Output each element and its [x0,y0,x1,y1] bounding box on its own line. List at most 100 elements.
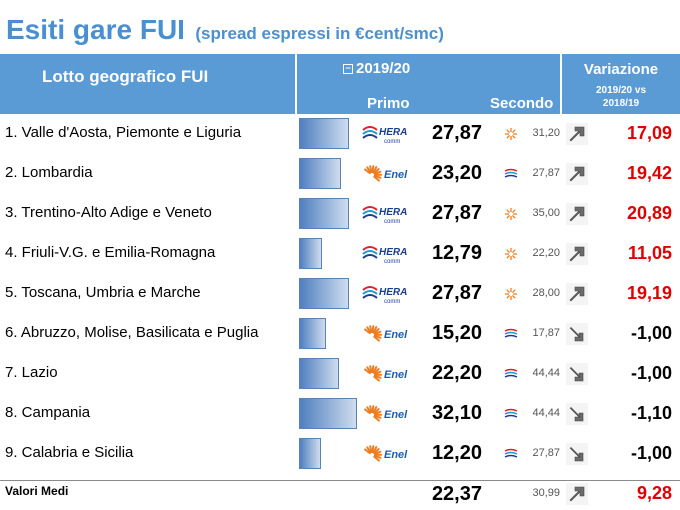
row-data-bar [299,358,339,389]
enel-sun-icon [505,288,517,300]
row-secondo-value: 27,87 [532,447,560,459]
header-year-group: −2019/20 Primo Secondo [297,54,560,114]
footer-secondo: 30,99 [532,487,560,499]
row-data-bar [299,158,341,189]
row-lotto-name: 6. Abruzzo, Molise, Basilicata e Puglia [5,324,259,341]
svg-text:HERA: HERA [379,127,407,138]
footer-variazione: 9,28 [636,483,672,503]
hera-wave-icon [504,408,518,418]
header-variazione-sub2: 2018/19 [602,98,640,109]
row-data-bar [299,198,349,229]
up-arrow-icon [566,163,588,185]
enel-logo-icon: Enel [362,362,412,386]
up-arrow-icon [566,283,588,305]
title-main: Esiti gare FUI [6,14,185,45]
svg-text:Enel: Enel [384,409,408,421]
row-data-bar [299,438,321,469]
up-arrow-icon [566,123,588,145]
header-secondo: Secondo [490,95,554,112]
header-lotto: Lotto geografico FUI [0,54,295,114]
hera-wave-icon [504,448,518,458]
row-secondo-value: 22,20 [532,247,560,259]
row-lotto-name: 8. Campania [5,404,91,421]
up-arrow-icon [566,203,588,225]
row-lotto-name: 9. Calabria e Sicilia [5,444,134,461]
footer-primo: 22,37 [431,483,482,505]
row-primo-value: 12,79 [431,242,482,264]
row-secondo-value: 27,87 [532,167,560,179]
down-arrow-icon [566,363,588,385]
svg-text:HERA: HERA [379,207,407,218]
header-variazione-sub: 2019/20 vs 2018/19 [562,84,680,110]
header-variazione-label: Variazione [583,61,659,78]
row-variazione-value: 11,05 [627,243,672,263]
hera-logo-icon: HERA comm [362,202,412,226]
row-variazione-value: 17,09 [626,123,672,143]
enel-sun-icon [505,248,517,260]
row-primo-value: 32,10 [431,402,482,424]
enel-logo-icon: Enel [362,162,412,186]
row-secondo-value: 44,44 [532,367,560,379]
row-data-bar [299,238,322,269]
enel-sun-icon [505,128,517,140]
header-variazione: Variazione 2019/20 vs 2018/19 [562,54,680,114]
row-secondo-value: 31,20 [532,127,560,139]
collapse-toggle-icon[interactable]: − [343,64,353,74]
down-arrow-icon [566,403,588,425]
svg-text:HERA: HERA [379,247,407,258]
down-arrow-icon [566,323,588,345]
row-data-bar [299,118,349,149]
hera-wave-icon [504,168,518,178]
row-variazione-value: -1,00 [630,323,672,343]
hera-logo-icon: HERA comm [362,122,412,146]
footer-divider [0,480,680,481]
hera-logo-icon: HERA comm [362,282,412,306]
row-secondo-value: 35,00 [532,207,560,219]
row-variazione-value: 19,42 [626,163,672,183]
table-row: 4. Friuli-V.G. e Emilia-Romagna HERA comm 1… [0,234,680,274]
header-lotto-label: Lotto geografico FUI [42,67,209,86]
svg-text:Enel: Enel [384,449,408,461]
page-title: Esiti gare FUI (spread espressi in €cent… [6,14,444,46]
table-row: 6. Abruzzo, Molise, Basilicata e Puglia E… [0,314,680,354]
row-primo-value: 15,20 [431,322,482,344]
hera-wave-icon [504,368,518,378]
header-primo: Primo [367,95,410,112]
svg-text:comm: comm [384,299,400,305]
table-row: 5. Toscana, Umbria e Marche HERA comm 27,87… [0,274,680,314]
hera-wave-icon [504,328,518,338]
row-primo-value: 27,87 [431,282,482,304]
footer-label: Valori Medi [5,484,69,498]
hera-logo-icon: HERA comm [362,242,412,266]
svg-text:Enel: Enel [384,369,408,381]
table-row: 1. Valle d'Aosta, Piemonte e Liguria HERA… [0,114,680,154]
row-data-bar [299,278,349,309]
svg-text:comm: comm [384,139,400,145]
table-row: 3. Trentino-Alto Adige e Veneto HERA comm 2… [0,194,680,234]
enel-logo-icon: Enel [362,322,412,346]
row-secondo-value: 17,87 [532,327,560,339]
row-primo-value: 22,20 [431,362,482,384]
svg-text:comm: comm [384,259,400,265]
table-row: 2. Lombardia Enel 23,20 27,87 19,42 [0,154,680,194]
row-lotto-name: 7. Lazio [5,364,58,381]
row-lotto-name: 3. Trentino-Alto Adige e Veneto [5,204,212,221]
row-variazione-value: -1,00 [630,443,672,463]
row-variazione-value: -1,00 [630,363,672,383]
header-year-label: 2019/20 [356,60,411,77]
header-variazione-sub1: 2019/20 vs [595,85,647,96]
header-year[interactable]: −2019/20 [343,60,410,77]
table-row: 7. Lazio Enel 22,20 44,44 -1,00 [0,354,680,394]
row-data-bar [299,318,326,349]
row-primo-value: 27,87 [431,122,482,144]
row-lotto-name: 4. Friuli-V.G. e Emilia-Romagna [5,244,216,261]
enel-logo-icon: Enel [362,442,412,466]
row-lotto-name: 2. Lombardia [5,164,93,181]
svg-text:Enel: Enel [384,329,408,341]
svg-text:Enel: Enel [384,169,408,181]
row-lotto-name: 5. Toscana, Umbria e Marche [5,284,201,301]
row-secondo-value: 44,44 [532,407,560,419]
down-arrow-icon [566,443,588,465]
row-variazione-value: 19,19 [626,283,672,303]
enel-logo-icon: Enel [362,402,412,426]
